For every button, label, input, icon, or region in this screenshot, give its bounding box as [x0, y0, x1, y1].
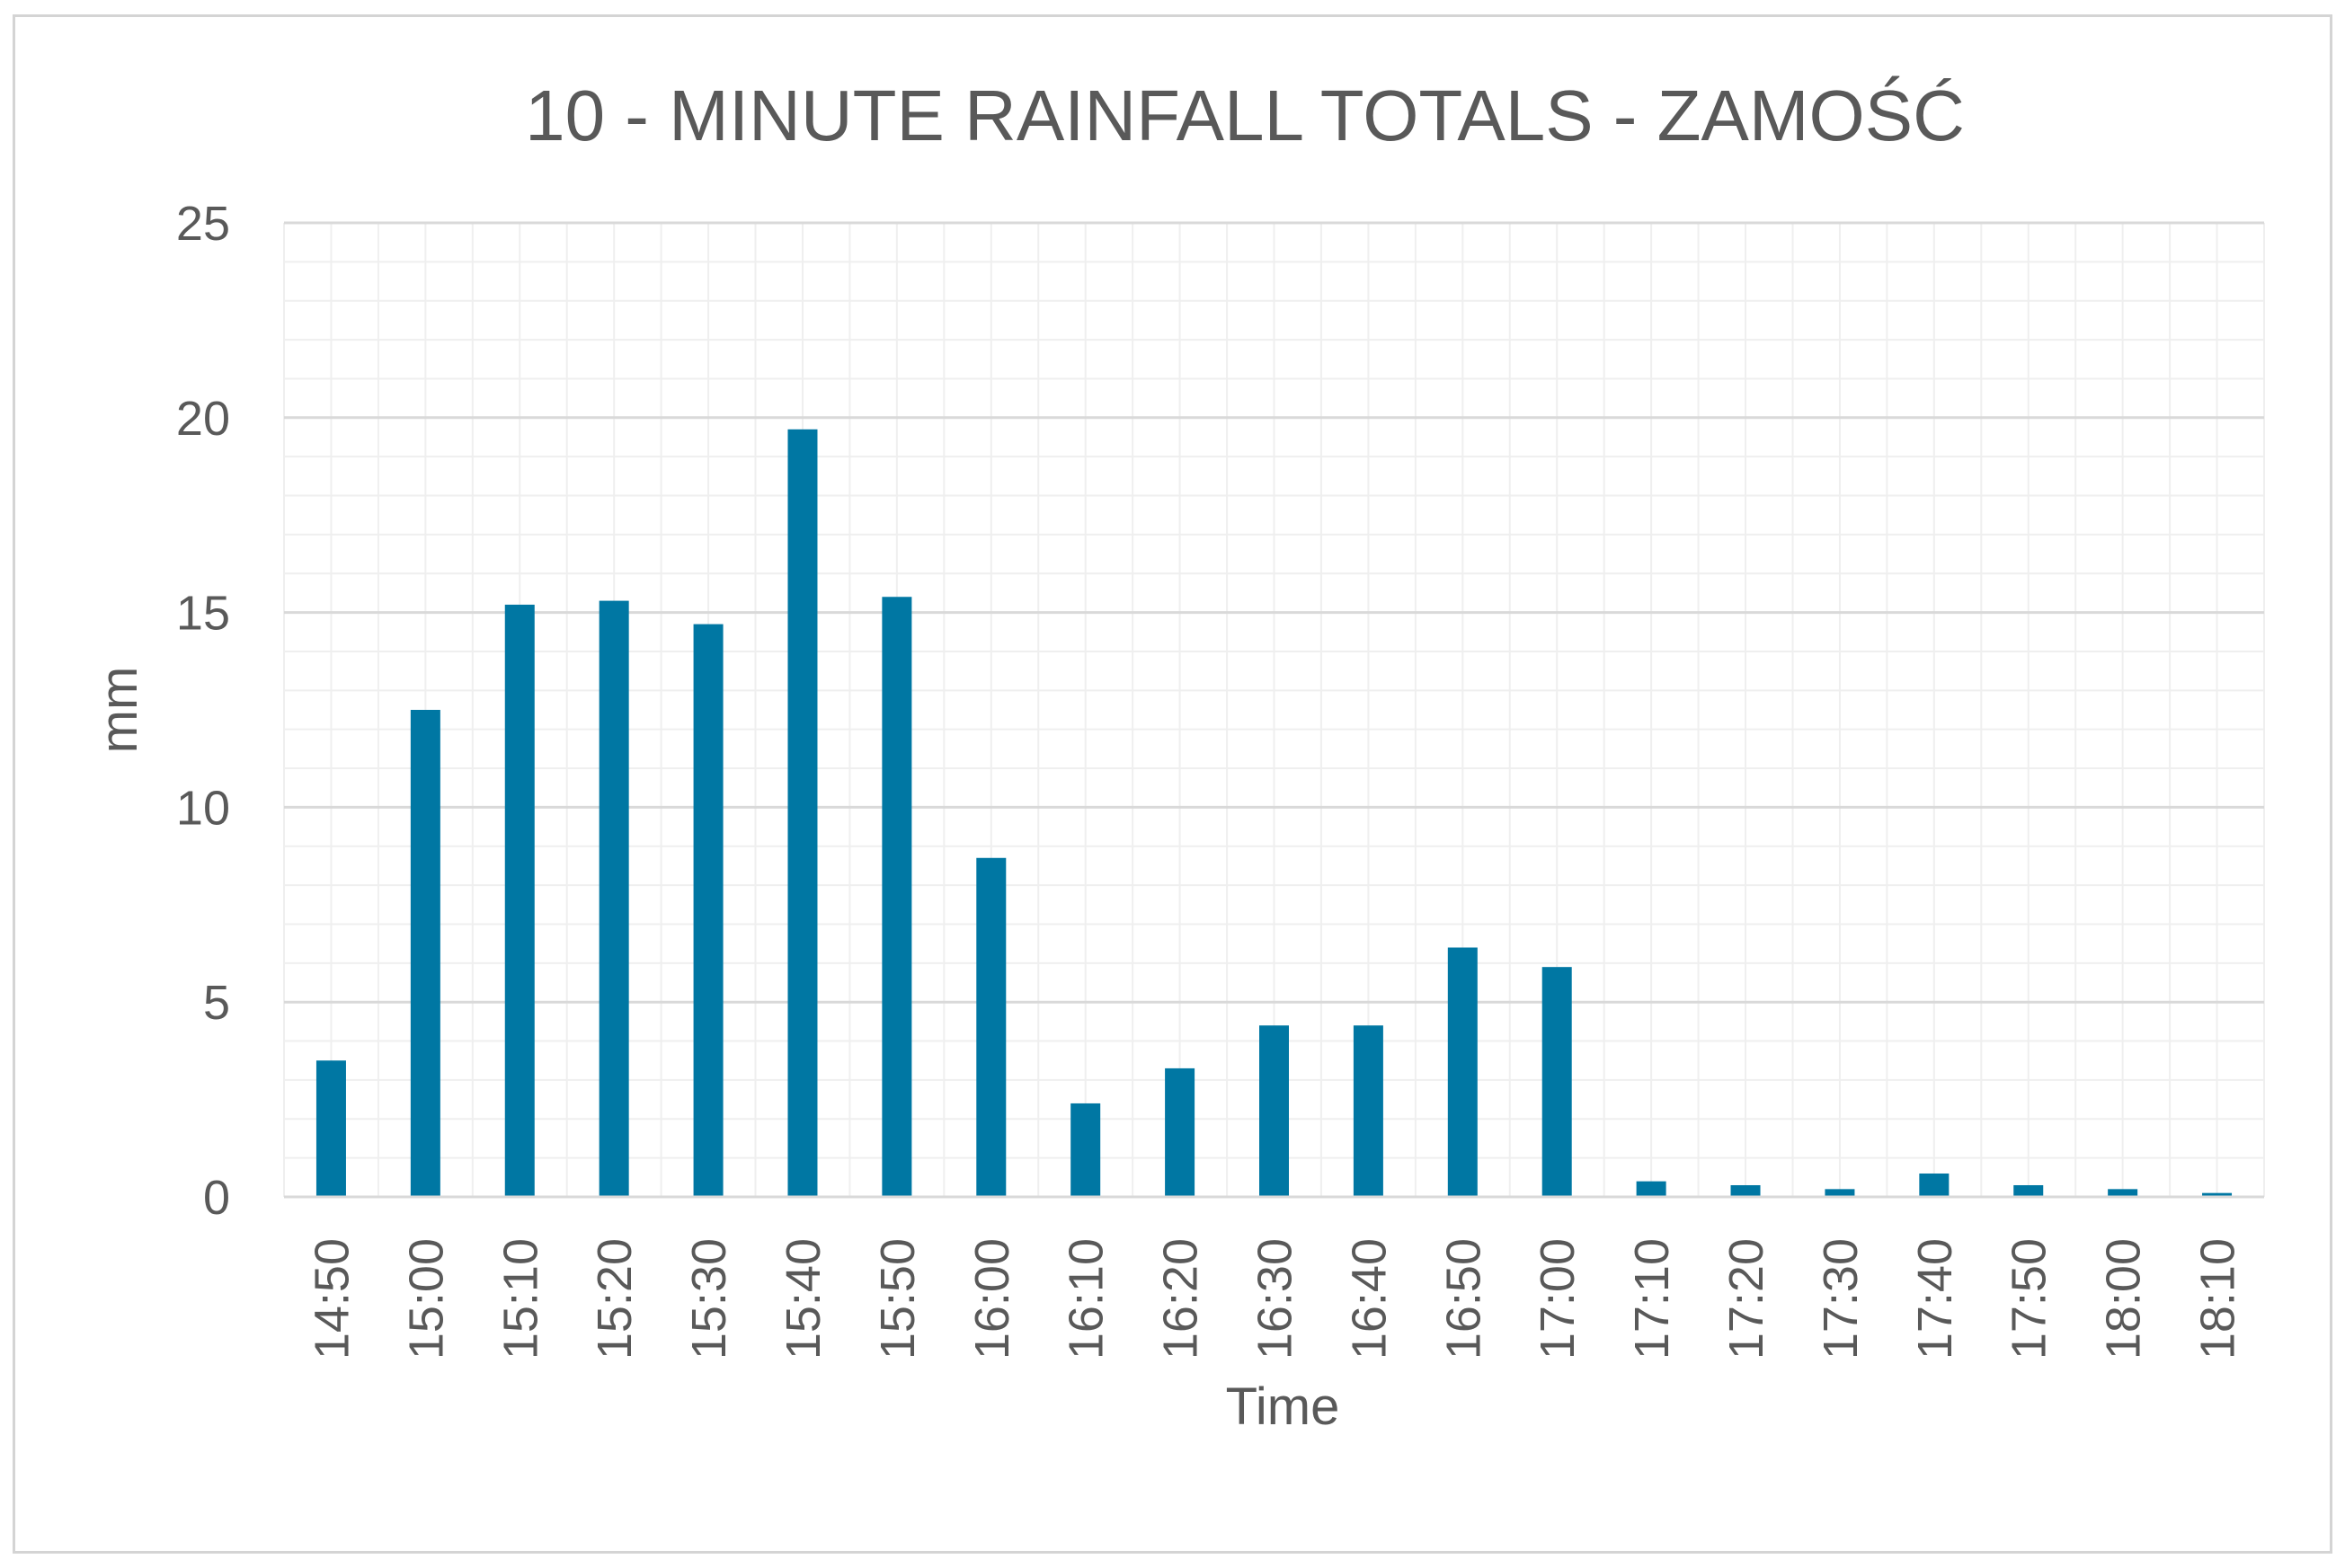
x-tick-label: 15:00: [399, 1238, 453, 1360]
y-tick-label: 15: [176, 587, 230, 641]
bar: [599, 600, 629, 1197]
x-tick-label: 17:00: [1531, 1238, 1585, 1360]
bar: [1825, 1189, 1855, 1197]
x-tick-label: 16:30: [1248, 1238, 1302, 1360]
bar: [882, 597, 912, 1197]
bar: [1070, 1103, 1101, 1197]
x-tick-label: 16:20: [1154, 1238, 1208, 1360]
bar: [504, 604, 535, 1197]
y-axis-title: mm: [90, 667, 148, 754]
bar: [2202, 1192, 2233, 1197]
x-tick-label: 17:10: [1625, 1238, 1679, 1360]
x-tick-label: 16:00: [965, 1238, 1019, 1360]
x-tick-label: 15:10: [493, 1238, 547, 1360]
bar: [1353, 1025, 1383, 1197]
bar: [1259, 1025, 1289, 1197]
y-tick-label: 10: [176, 781, 230, 835]
chart-frame: [13, 14, 2332, 1554]
bar: [1447, 947, 1478, 1197]
x-tick-label: 18:10: [2191, 1238, 2245, 1360]
x-tick-label: 18:00: [2097, 1238, 2151, 1360]
bar: [2108, 1189, 2138, 1197]
x-tick-label: 16:50: [1436, 1238, 1490, 1360]
x-tick-label: 17:40: [1908, 1238, 1962, 1360]
bar: [1165, 1067, 1195, 1197]
x-tick-label: 14:50: [305, 1238, 359, 1360]
x-tick-label: 15:30: [682, 1238, 736, 1360]
x-tick-label: 15:20: [588, 1238, 642, 1360]
x-tick-label: 16:40: [1342, 1238, 1396, 1360]
chart-title: 10 - MINUTE RAINFALL TOTALS - ZAMOŚĆ: [525, 75, 1965, 155]
bar: [693, 624, 724, 1197]
x-tick-label: 17:30: [1814, 1238, 1868, 1360]
y-tick-label: 5: [203, 976, 230, 1030]
bar: [2013, 1184, 2044, 1197]
x-tick-label: 15:40: [777, 1238, 831, 1360]
bar: [410, 710, 440, 1197]
bars: [315, 429, 2233, 1198]
bar: [787, 429, 818, 1198]
x-tick-label: 16:10: [1060, 1238, 1114, 1360]
x-tick-label: 15:50: [871, 1238, 925, 1360]
bar: [1919, 1173, 1950, 1197]
x-tick-label: 17:50: [2003, 1238, 2056, 1360]
x-axis-title: Time: [1226, 1378, 1340, 1436]
x-axis-tick-labels: 14:50 15:00 15:10 15:20 15:30 15:40 15:50 16:00…: [305, 1238, 2244, 1360]
y-tick-label: 0: [203, 1171, 230, 1225]
bar: [1730, 1184, 1761, 1197]
bar: [315, 1060, 346, 1197]
y-tick-label: 25: [176, 197, 230, 251]
bar: [976, 857, 1007, 1197]
bar: [1541, 967, 1572, 1197]
major-gridlines: [284, 221, 2264, 1004]
y-axis-tick-labels: 0 5 10 15 20 25: [176, 197, 230, 1225]
y-tick-label: 20: [176, 392, 230, 446]
x-tick-label: 17:20: [1719, 1238, 1773, 1360]
bar: [1636, 1181, 1666, 1197]
